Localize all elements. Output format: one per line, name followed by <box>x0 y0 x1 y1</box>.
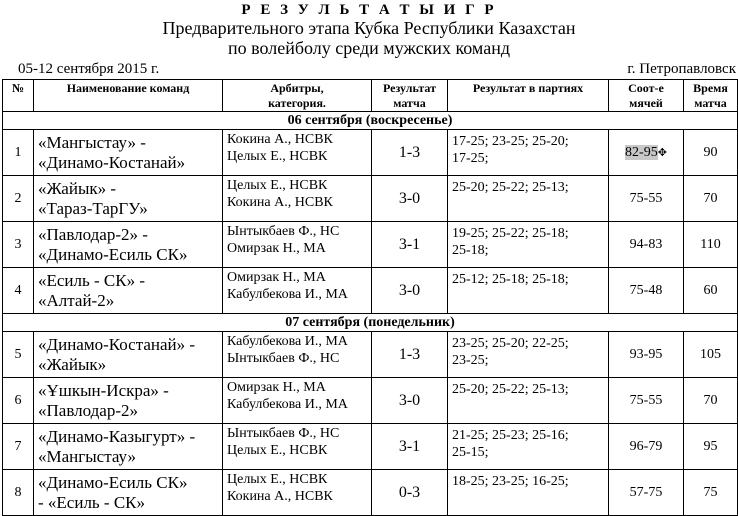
day-label: 07 сентября (понедельник) <box>2 313 738 332</box>
header-num: № <box>2 79 34 112</box>
header-sets: Результат в партиях <box>447 79 609 112</box>
points-ratio: 75-55 <box>608 377 684 424</box>
table-row: 4 «Есиль - СК» - «Алтай-2» Омирзак Н., МА… <box>2 267 738 314</box>
set-scores: 18-25; 23-25; 16-25; <box>447 469 609 516</box>
match-result: 3-0 <box>371 267 448 314</box>
match-number: 6 <box>2 377 34 424</box>
match-result: 3-0 <box>371 175 448 222</box>
table-row: 6 «Ұшкын-Искра» - «Павлодар-2» Омирзак Н.… <box>2 377 738 424</box>
header-ratio: Соот-е мячей <box>608 79 684 112</box>
points-ratio: 75-48 <box>608 267 684 314</box>
day-row: 06 сентября (воскресенье) <box>2 111 738 130</box>
document-subtitle: Предварительного этапа Кубка Республики … <box>162 18 576 38</box>
points-ratio: 75-55 <box>608 175 684 222</box>
match-result: 1-3 <box>371 129 448 176</box>
set-scores: 19-25; 25-22; 25-18; 25-18; <box>447 221 609 268</box>
header-refs: Арбитры, категория. <box>222 79 372 112</box>
match-duration: 90 <box>683 129 738 176</box>
document-title: Р Е З У Л Ь Т А Т Ы И Г Р <box>241 2 497 18</box>
match-duration: 95 <box>683 423 738 470</box>
set-scores: 21-25; 25-23; 25-16; 25-15; <box>447 423 609 470</box>
match-referees: Ынтыкбаев Ф., НС Омирзак Н., МА <box>222 221 372 268</box>
match-duration: 60 <box>683 267 738 314</box>
table-row: 7 «Динамо-Казыгурт» - «Мангыстау» Ынтыкба… <box>2 423 738 470</box>
table-row: 2 «Жайык» - «Тараз-ТарГУ» Целых Е., НСВК К… <box>2 175 738 222</box>
table-row: 1 «Мангыстау» - «Динамо-Костанай» Кокина … <box>2 129 738 176</box>
table-header-row: № Наименование команд Арбитры, категория.… <box>2 79 738 112</box>
match-teams: «Мангыстау» - «Динамо-Костанай» <box>33 129 223 176</box>
day-label: 06 сентября (воскресенье) <box>2 111 738 130</box>
day-row: 07 сентября (понедельник) <box>2 313 738 332</box>
match-duration: 105 <box>683 331 738 378</box>
match-teams: «Динамо-Есиль СК» - «Есиль - СК» <box>33 469 223 516</box>
match-result: 3-0 <box>371 377 448 424</box>
points-ratio: 96-79 <box>608 423 684 470</box>
results-table: № Наименование команд Арбитры, категория.… <box>2 79 738 516</box>
match-result: 3-1 <box>371 423 448 470</box>
match-referees: Целых Е., НСВК Кокина А., НСВК <box>222 469 372 516</box>
match-number: 3 <box>2 221 34 268</box>
match-duration: 110 <box>683 221 738 268</box>
move-cursor-icon: ✥ <box>657 146 667 159</box>
match-number: 8 <box>2 469 34 516</box>
match-number: 2 <box>2 175 34 222</box>
set-scores: 25-20; 25-22; 25-13; <box>447 175 609 222</box>
match-number: 1 <box>2 129 34 176</box>
match-teams: «Динамо-Костанай» - «Жайык» <box>33 331 223 378</box>
match-number: 4 <box>2 267 34 314</box>
header-result: Результат матча <box>371 79 448 112</box>
match-teams: «Есиль - СК» - «Алтай-2» <box>33 267 223 314</box>
points-ratio: 94-83 <box>608 221 684 268</box>
table-row: 5 «Динамо-Костанай» - «Жайык» Кабулбекова… <box>2 331 738 378</box>
table-row: 3 «Павлодар-2» - «Динамо-Есиль СК» Ынтыкб… <box>2 221 738 268</box>
match-referees: Ынтыкбаев Ф., НС Целых Е., НСВК <box>222 423 372 470</box>
match-referees: Кабулбекова И., МА Ынтыкбаев Ф., НС <box>222 331 372 378</box>
tournament-city: г. Петропавловск <box>627 61 736 77</box>
match-number: 5 <box>2 331 34 378</box>
match-referees: Омирзак Н., МА Кабулбекова И., МА <box>222 267 372 314</box>
set-scores: 23-25; 25-20; 22-25; 23-25; <box>447 331 609 378</box>
points-ratio: 93-95 <box>608 331 684 378</box>
match-teams: «Жайык» - «Тараз-ТарГУ» <box>33 175 223 222</box>
match-result: 0-3 <box>371 469 448 516</box>
tournament-dates: 05-12 сентября 2015 г. <box>18 61 160 77</box>
match-teams: «Динамо-Казыгурт» - «Мангыстау» <box>33 423 223 470</box>
match-teams: «Павлодар-2» - «Динамо-Есиль СК» <box>33 221 223 268</box>
match-result: 3-1 <box>371 221 448 268</box>
match-referees: Целых Е., НСВК Кокина А., НСВК <box>222 175 372 222</box>
match-referees: Омирзак Н., МА Кабулбекова И., МА <box>222 377 372 424</box>
points-ratio[interactable]: 82-95✥ <box>608 129 684 176</box>
document-subtitle-2: по волейболу среди мужских команд <box>228 38 510 58</box>
header-teams: Наименование команд <box>33 79 223 112</box>
match-number: 7 <box>2 423 34 470</box>
match-teams: «Ұшкын-Искра» - «Павлодар-2» <box>33 377 223 424</box>
set-scores: 25-12; 25-18; 25-18; <box>447 267 609 314</box>
match-duration: 75 <box>683 469 738 516</box>
match-duration: 70 <box>683 175 738 222</box>
match-referees: Кокина А., НСВК Целых Е., НСВК <box>222 129 372 176</box>
set-scores: 17-25; 23-25; 25-20; 17-25; <box>447 129 609 176</box>
match-duration: 70 <box>683 377 738 424</box>
header-time: Время матча <box>683 79 738 112</box>
table-row: 8 «Динамо-Есиль СК» - «Есиль - СК» Целых … <box>2 469 738 516</box>
set-scores: 25-20; 25-22; 25-13; <box>447 377 609 424</box>
points-ratio: 57-75 <box>608 469 684 516</box>
match-result: 1-3 <box>371 331 448 378</box>
